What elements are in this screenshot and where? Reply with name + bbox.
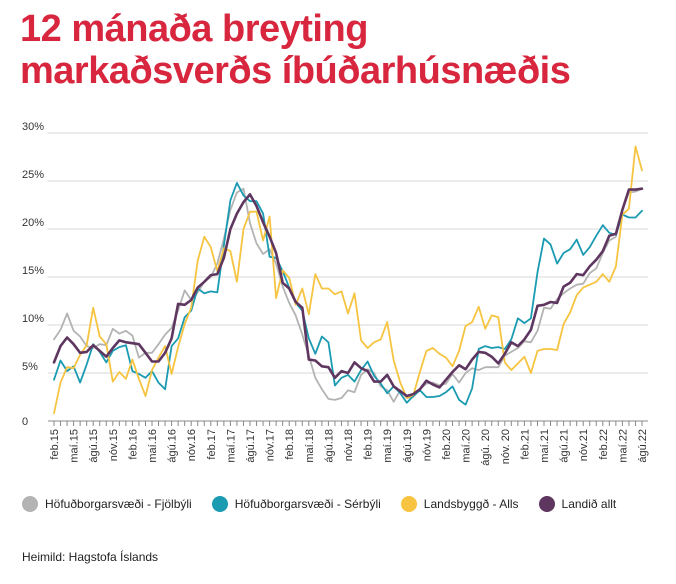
page-title: 12 mánaða breyting markaðsverðs íbúðarhú… xyxy=(20,8,660,92)
x-tick-label: ágú. 20 xyxy=(480,429,492,466)
x-tick-label: feb.15 xyxy=(49,429,61,460)
x-tick-label: nóv.21 xyxy=(578,429,590,461)
x-tick-label: ágú.22 xyxy=(637,429,649,463)
y-tick-label: 0 xyxy=(22,416,28,428)
legend-label-landsbyggd: Landsbyggð - Alls xyxy=(423,497,519,511)
title-line-2: markaðsverðs íbúðarhúsnæðis xyxy=(20,50,571,92)
legend-marker-landid-allt xyxy=(538,496,555,512)
x-tick-label: ágú.15 xyxy=(88,429,100,463)
y-tick-label: 25% xyxy=(22,169,44,181)
x-tick-label: maí.18 xyxy=(304,429,316,463)
x-tick-label: maí.22 xyxy=(617,429,629,463)
title-line-1: 12 mánaða breyting xyxy=(20,8,368,50)
source-note: Heimild: Hagstofa Íslands xyxy=(22,550,159,564)
x-tick-label: maí.17 xyxy=(225,429,237,463)
y-tick-label: 10% xyxy=(22,313,44,325)
x-tick-label: feb.17 xyxy=(206,429,218,460)
x-tick-label: maí.20 xyxy=(461,429,473,463)
legend-item-serbyli[interactable]: Höfuðborgarsvæði - Sérbýli xyxy=(211,496,381,512)
x-tick-label: ágú.21 xyxy=(559,429,571,463)
legend-marker-fjolbyli xyxy=(22,496,38,512)
x-tick-label: feb.20 xyxy=(441,429,453,460)
legend-label-landid-allt: Landið allt xyxy=(561,497,617,511)
legend-label-fjolbyli: Höfuðborgarsvæði - Fjölbýli xyxy=(45,497,192,511)
legend-label-serbyli: Höfuðborgarsvæði - Sérbýli xyxy=(234,497,381,511)
series-line-0 xyxy=(53,187,643,403)
line-chart: 0 5% 10% 15% 20% 25% 30% feb.15 maí.15 ágú.15 nóv.… xyxy=(22,121,649,466)
x-tick-label: feb.21 xyxy=(519,429,531,460)
legend-marker-landsbyggd xyxy=(400,496,417,512)
x-tick-label: feb.18 xyxy=(284,429,296,460)
x-tick-label: ágú.18 xyxy=(323,429,335,463)
x-tick-label: maí.21 xyxy=(539,429,551,463)
legend-item-landid-allt[interactable]: Landið allt xyxy=(538,496,617,512)
y-tick-label: 20% xyxy=(22,217,44,229)
chart-legend: Höfuðborgarsvæði - Fjölbýli Höfuðborgars… xyxy=(22,496,662,512)
x-tick-label: nóv.17 xyxy=(265,429,277,461)
x-tick-label: nóv.19 xyxy=(421,429,433,461)
x-tick-label: ágú.19 xyxy=(402,429,414,463)
series-line-2 xyxy=(53,145,643,415)
x-tick-label: nóv. 20 xyxy=(500,429,512,464)
series-line-3 xyxy=(52,187,644,398)
x-tick-label: ágú.16 xyxy=(167,429,179,463)
x-tick-label: maí.15 xyxy=(69,429,81,463)
x-tick-label: feb.16 xyxy=(127,429,139,460)
x-tick-label: feb.19 xyxy=(363,429,375,460)
x-tick-label: maí.19 xyxy=(382,429,394,463)
legend-marker-serbyli xyxy=(211,496,228,512)
y-tick-label: 15% xyxy=(22,265,44,277)
x-tick-label: nóv.15 xyxy=(108,429,120,461)
y-tick-label: 30% xyxy=(22,121,44,133)
legend-item-fjolbyli[interactable]: Höfuðborgarsvæði - Fjölbýli xyxy=(22,496,192,512)
legend-item-landsbyggd[interactable]: Landsbyggð - Alls xyxy=(400,496,519,512)
x-tick-label: maí.16 xyxy=(147,429,159,463)
x-tick-label: feb.22 xyxy=(598,429,610,460)
x-tick-label: nóv.18 xyxy=(343,429,355,461)
x-tick-label: ágú.17 xyxy=(245,429,257,463)
x-tick-label: nóv.16 xyxy=(186,429,198,461)
y-tick-label: 5% xyxy=(22,361,38,373)
